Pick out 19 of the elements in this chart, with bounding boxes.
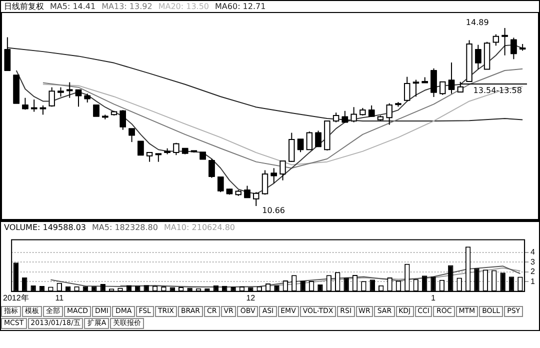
y-tick-label: 4: [530, 248, 536, 257]
chart-title: 日线前复权: [4, 1, 44, 12]
chart-title: VOLUME: 149588.03: [4, 222, 86, 233]
y-tick-label: 2: [530, 267, 536, 276]
annotation: 13.54-13.58: [473, 86, 522, 96]
x-tick-label: 11: [55, 293, 64, 302]
y-tick-label: 1: [530, 276, 536, 286]
text: MA60: 12.71: [215, 1, 266, 12]
text: MA20: 13.50: [158, 1, 210, 12]
text: MA10: 210624.80: [164, 222, 236, 233]
text: 14.89: [466, 18, 489, 28]
text: MA5: 14.41: [50, 1, 96, 12]
x-tick-label: 1: [431, 293, 436, 302]
text: MA5: 182328.80: [92, 222, 158, 233]
x-tick-label: 2012年: [3, 293, 29, 302]
text: MA13: 13.92: [102, 1, 152, 12]
y-tick-label: 3: [530, 257, 536, 266]
x-tick-label: 12: [246, 293, 256, 302]
text: 10.66: [262, 206, 286, 216]
